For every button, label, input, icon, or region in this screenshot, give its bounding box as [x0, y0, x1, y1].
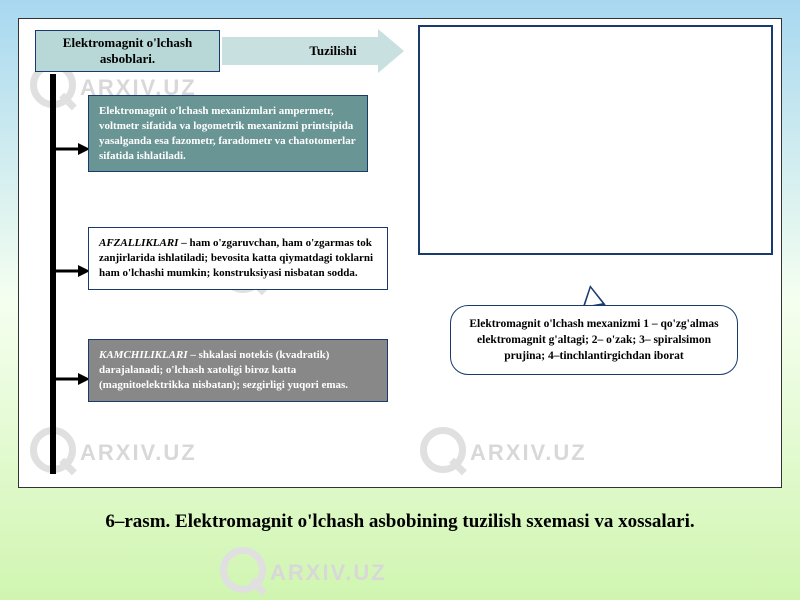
- desc-kamchiliklari-label: KAMCHILIKLARI: [99, 349, 188, 361]
- figure-frame: [418, 25, 773, 255]
- watermark-icon: [420, 427, 466, 473]
- header-main-box: Elektromagnit o'lchash asboblari.: [35, 30, 220, 72]
- connector-arrow-icon: [56, 265, 90, 277]
- desc-box-kamchiliklari: KAMCHILIKLARI – shkalasi notekis (kvadra…: [88, 339, 388, 402]
- desc-afzalliklari-label: AFZALLIKLARI: [99, 237, 178, 249]
- caption-text: 6–rasm. Elektromagnit o'lchash asbobinin…: [105, 511, 694, 532]
- header-main-text: Elektromagnit o'lchash asboblari.: [42, 35, 213, 67]
- header-tuzilishi-text: Tuzilishi: [309, 43, 356, 59]
- watermark-icon: [220, 547, 266, 593]
- desc-usage-text: Elektromagnit o'lchash mexanizmlari ampe…: [99, 105, 355, 162]
- desc-box-usage: Elektromagnit o'lchash mexanizmlari ampe…: [88, 95, 368, 172]
- connector-arrow-icon: [56, 373, 90, 385]
- callout-text: Elektromagnit o'lchash mexanizmi 1 – qo'…: [469, 318, 718, 362]
- connector-arrow-icon: [56, 143, 90, 155]
- callout-box: Elektromagnit o'lchash mexanizmi 1 – qo'…: [450, 305, 738, 375]
- header-tuzilishi-box: Tuzilishi: [287, 37, 379, 65]
- header-arrow-head-icon: [378, 29, 404, 73]
- figure-caption: 6–rasm. Elektromagnit o'lchash asbobinin…: [0, 510, 800, 535]
- desc-box-afzalliklari: AFZALLIKLARI – ham o'zgaruvchan, ham o'z…: [88, 227, 388, 290]
